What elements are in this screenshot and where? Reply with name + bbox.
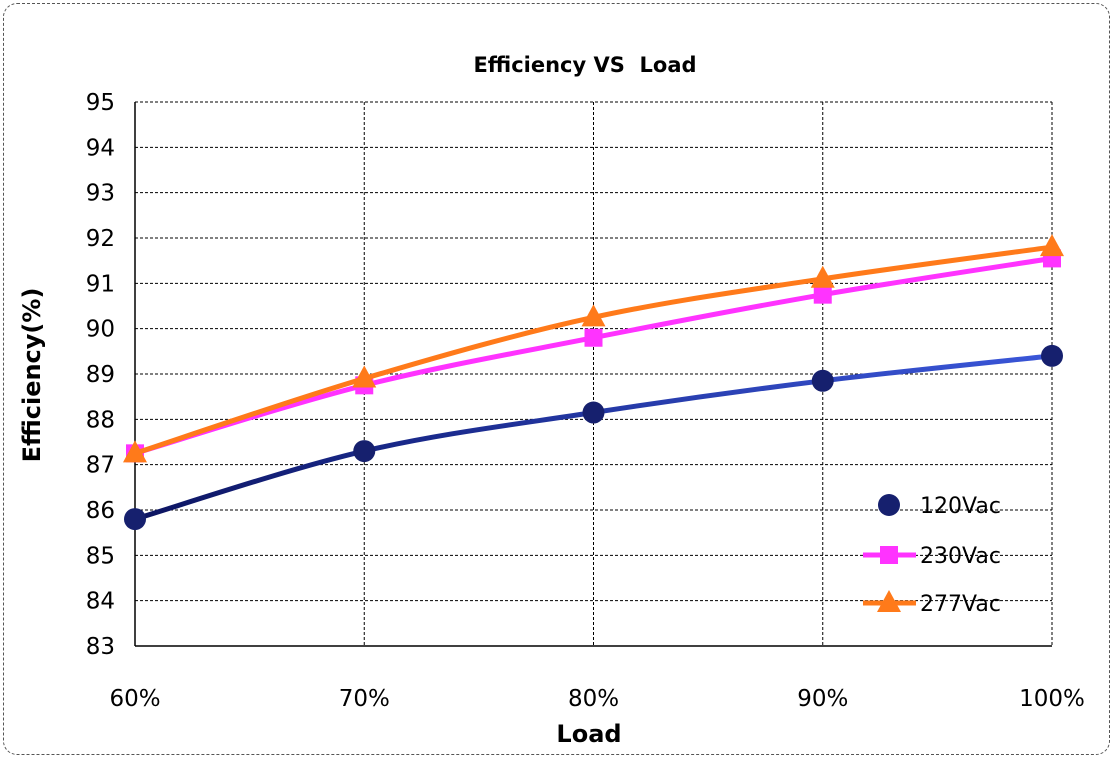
y-tick-label: 93: [86, 181, 115, 207]
series-120Vac: [124, 344, 1063, 531]
grid-lines: [135, 101, 1053, 646]
data-point: [581, 304, 606, 327]
chart-frame: [3, 3, 1110, 755]
legend-marker: [878, 494, 900, 516]
data-point: [352, 365, 377, 388]
legend-label: 230Vac: [920, 544, 1001, 569]
data-point: [1041, 344, 1063, 367]
data-point: [353, 440, 376, 463]
data-point: [584, 328, 603, 347]
x-tick-label: 90%: [797, 686, 848, 712]
data-point: [582, 401, 605, 424]
x-tick-label: 80%: [568, 686, 619, 712]
y-tick-label: 84: [86, 589, 115, 615]
y-tick-label: 87: [86, 453, 115, 479]
data-point: [124, 508, 146, 531]
chart-title: Efficiency VS Load: [473, 53, 696, 77]
x-tick-labels: 60% 70% 80% 90% 100%: [109, 686, 1084, 712]
y-tick-label: 86: [86, 498, 115, 524]
y-tick-label: 83: [86, 634, 115, 660]
legend-marker: [877, 590, 901, 612]
series-230Vac: [126, 249, 1061, 463]
legend-label: 277Vac: [920, 592, 1001, 617]
y-axis-title: Efficiency(%): [18, 288, 46, 463]
y-tick-label: 92: [86, 226, 115, 252]
legend-item: 277Vac: [863, 590, 1001, 617]
data-point: [813, 285, 832, 304]
legend: 120Vac 230Vac 277Vac: [863, 494, 1001, 617]
y-tick-label: 88: [86, 407, 115, 433]
data-point: [810, 265, 835, 288]
legend-label: 120Vac: [920, 494, 1001, 519]
y-tick-label: 91: [86, 271, 115, 297]
y-tick-label: 95: [86, 90, 115, 116]
x-tick-label: 70%: [339, 686, 390, 712]
y-tick-label: 90: [86, 317, 115, 343]
axes: [134, 102, 1052, 647]
legend-item: 230Vac: [863, 544, 1001, 569]
y-tick-label: 85: [86, 543, 115, 569]
x-axis-title: Load: [556, 720, 621, 748]
data-series: [123, 234, 1064, 531]
x-tick-label: 60%: [109, 686, 160, 712]
data-point: [811, 369, 834, 392]
legend-item: 120Vac: [863, 494, 1001, 519]
series-277Vac: [123, 234, 1064, 463]
y-tick-label: 89: [86, 362, 115, 388]
y-tick-labels: 83 84 85 86 87 88 89 90 91 92 93 94 95: [86, 90, 115, 660]
y-tick-label: 94: [86, 135, 115, 161]
data-point: [1040, 234, 1064, 257]
legend-marker: [880, 546, 898, 564]
data-point: [123, 440, 147, 463]
x-tick-label: 100%: [1019, 686, 1085, 712]
